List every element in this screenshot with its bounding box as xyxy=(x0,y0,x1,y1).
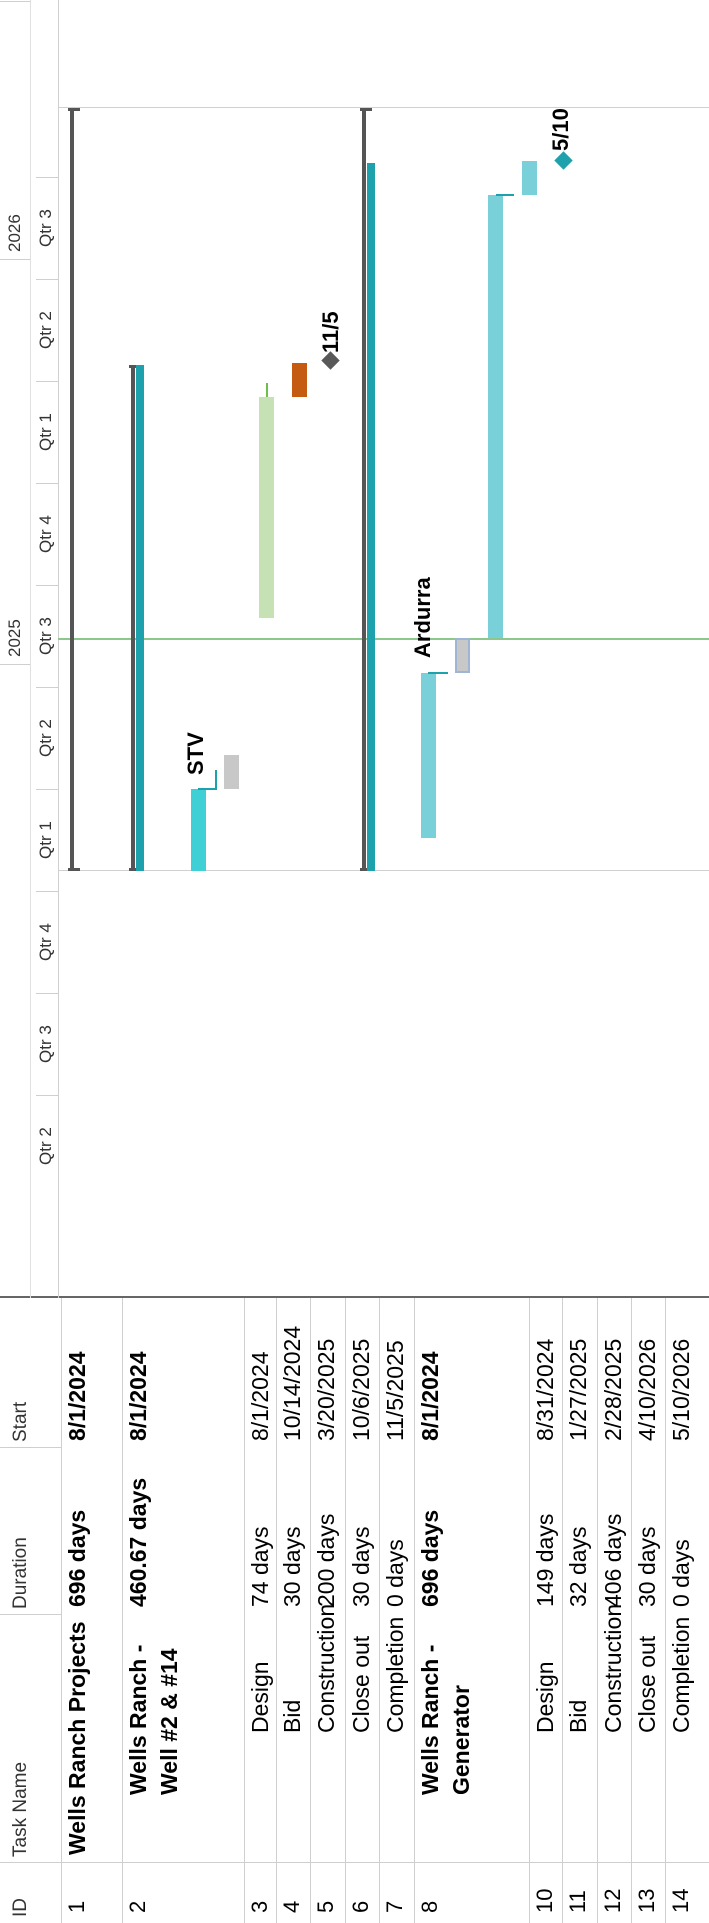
summary-bar-projects-cap-end xyxy=(68,108,80,111)
quarter-label: Qtr 3 xyxy=(36,209,55,247)
quarter-label: Qtr 1 xyxy=(36,413,55,451)
summary-bar-generator[interactable] xyxy=(362,108,366,871)
quarter-label: Qtr 2 xyxy=(36,311,55,349)
summary-bar-generator-cap-end xyxy=(360,108,372,111)
today-line xyxy=(58,638,709,640)
dependency-arrow xyxy=(428,672,448,674)
dependency-arrow xyxy=(215,770,217,790)
task-bar-construction-gen[interactable] xyxy=(488,195,503,638)
year-divider xyxy=(0,259,30,260)
summary-bar-well-2-14[interactable] xyxy=(131,365,135,871)
timescale-bottom xyxy=(58,0,59,1298)
quarter-divider xyxy=(36,993,58,994)
task-bar-bid-stv[interactable] xyxy=(224,755,239,789)
quarter-divider xyxy=(36,177,58,178)
task-bar-close-out-gen[interactable] xyxy=(522,161,537,195)
quarter-divider xyxy=(36,381,58,382)
bar-label-completion-2: 5/10 xyxy=(548,108,573,151)
summary-bar-projects[interactable] xyxy=(70,108,74,871)
quarter-label: Qtr 2 xyxy=(36,1127,55,1165)
quarter-divider xyxy=(36,891,58,892)
task-bar-design-stv[interactable] xyxy=(191,789,206,871)
quarter-label: Qtr 2 xyxy=(36,719,55,757)
task-bar-design-ardurra[interactable] xyxy=(421,673,436,838)
quarter-divider xyxy=(36,585,58,586)
chart-left-border xyxy=(0,1,30,2)
dependency-arrow xyxy=(266,383,268,397)
timescale-mid xyxy=(30,0,31,1298)
year-divider xyxy=(0,664,30,665)
quarter-label: Qtr 4 xyxy=(36,515,55,553)
project-end-line xyxy=(58,107,709,108)
bar-label-stv: STV xyxy=(183,732,208,775)
task-bar-bid-ardurra[interactable] xyxy=(455,638,470,673)
quarter-divider xyxy=(36,279,58,280)
year-label: 2025 xyxy=(5,619,24,657)
year-label: 2026 xyxy=(5,214,24,252)
quarter-divider xyxy=(36,687,58,688)
quarter-divider xyxy=(36,789,58,790)
quarter-label: Qtr 3 xyxy=(36,1025,55,1063)
quarter-divider xyxy=(36,1095,58,1096)
quarter-label: Qtr 1 xyxy=(36,821,55,859)
bar-label-ardurra: Ardurra xyxy=(410,577,435,658)
quarter-label: Qtr 4 xyxy=(36,923,55,961)
milestone-completion-2[interactable] xyxy=(554,151,573,170)
milestone-completion-1[interactable] xyxy=(321,351,340,370)
dependency-arrow xyxy=(198,788,216,790)
quarter-divider xyxy=(36,483,58,484)
bar-label-completion-1: 11/5 xyxy=(318,311,343,353)
progress-bar-well-2-14[interactable] xyxy=(136,365,144,871)
summary-bar-projects-cap-start xyxy=(68,868,80,871)
task-bar-construction[interactable] xyxy=(259,397,274,618)
task-bar-close-out[interactable] xyxy=(292,363,307,397)
progress-bar-generator[interactable] xyxy=(367,163,375,871)
dependency-arrow xyxy=(496,194,514,196)
quarter-label: Qtr 3 xyxy=(36,617,55,655)
project-start-line xyxy=(58,870,709,871)
